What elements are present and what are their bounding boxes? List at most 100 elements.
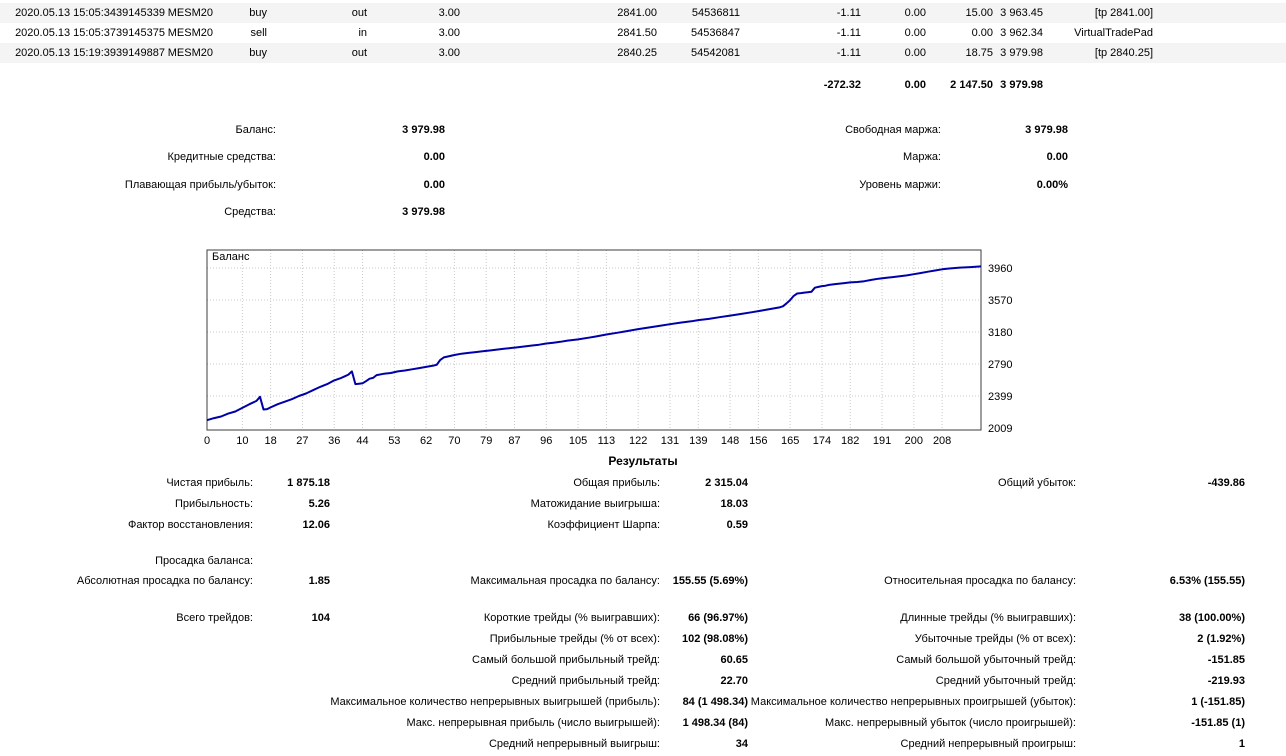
deal-price-cell: 2840.25 [617,47,657,59]
recovery-factor-value: 12.06 [302,519,330,531]
abs-drawdown-label: Абсолютная просадка по балансу: [76,575,253,587]
max-consec-losses-value: 1 (-151.85) [1191,696,1245,708]
largest-profit-label: Самый большой прибыльный трейд: [472,654,660,666]
results-title: Результаты [608,454,678,468]
balance-label: Баланс: [235,124,276,136]
deal-volume-cell: 3.00 [438,47,460,59]
deal-profit-cell: 15.00 [965,7,993,19]
total-trades-value: 104 [311,612,330,624]
y-axis-label: 3960 [988,263,1012,275]
deal-symbol-cell: MESM20 [167,27,213,39]
x-axis-label: 113 [598,435,616,447]
deal-volume-cell: 3.00 [438,27,460,39]
x-axis-label: 156 [749,435,767,447]
deal-comment-cell: [tp 2841.00] [1094,7,1153,19]
margin-level-label: Уровень маржи: [859,179,941,191]
total-commission: -272.32 [823,79,861,91]
x-axis-label: 0 [204,435,210,447]
largest-loss-label: Самый большой убыточный трейд: [896,654,1076,666]
margin-value: 0.00 [1046,151,1068,163]
chart-legend: Баланс [212,251,250,263]
avg-consec-losses-value: 1 [1238,738,1245,750]
deal-profit-cell: 0.00 [971,27,993,39]
profit-factor-label: Прибыльность: [174,498,253,510]
y-axis-label: 2009 [988,423,1012,435]
avg-loss-label: Средний убыточный трейд: [935,675,1076,687]
long-trades-label: Длинные трейды (% выигравших): [900,612,1076,624]
free-margin-value: 3 979.98 [1025,124,1068,136]
profit-factor-value: 5.26 [308,498,330,510]
gross-loss-label: Общий убыток: [998,477,1076,489]
deal-price-cell: 2841.50 [617,27,657,39]
total-profit: 2 147.50 [950,79,993,91]
sharpe-ratio-value: 0.59 [726,519,748,531]
y-axis-label: 3570 [988,295,1012,307]
deal-type-cell: buy [249,47,267,59]
rel-drawdown-label: Относительная просадка по балансу: [884,575,1076,587]
x-axis-label: 10 [236,435,248,447]
equity-value: 3 979.98 [402,206,445,218]
deal-swap-cell: 0.00 [904,47,926,59]
x-axis-label: 174 [813,435,831,447]
x-axis-label: 182 [841,435,859,447]
avg-profit-label: Средний прибыльный трейд: [511,675,660,687]
deals-totals-row: -272.32 0.00 2 147.50 3 979.98 [0,75,1286,95]
y-axis-label: 2790 [988,359,1012,371]
deal-row[interactable]: 2020.05.13 15:05:37 39145375 MESM20 sell… [0,23,1286,43]
long-trades-value: 38 (100.00%) [1178,612,1245,624]
deal-time-cell: 2020.05.13 15:19:39 [15,47,116,59]
deal-direction-cell: in [358,27,367,39]
deal-volume-cell: 3.00 [438,7,460,19]
floating-pl-label: Плавающая прибыль/убыток: [124,179,276,191]
avg-consec-wins-label: Средний непрерывный выигрыш: [488,738,660,750]
max-drawdown-value: 155.55 (5.69%) [672,575,748,587]
x-axis-label: 200 [905,435,923,447]
deal-balance-cell: 3 963.45 [1000,7,1043,19]
x-axis-label: 208 [933,435,951,447]
max-consec-wins-value: 84 (1 498.34) [682,696,748,708]
x-axis-label: 44 [356,435,368,447]
loss-trades-label: Убыточные трейды (% от всех): [914,633,1076,645]
total-trades-label: Всего трейдов: [176,612,253,624]
x-axis-label: 70 [448,435,460,447]
deal-direction-cell: out [351,7,367,19]
credit-value: 0.00 [423,151,445,163]
avg-loss-value: -219.93 [1207,675,1245,687]
gross-profit-label: Общая прибыль: [573,477,660,489]
rel-drawdown-value: 6.53% (155.55) [1169,575,1245,587]
deal-order-cell: 54536847 [691,27,740,39]
deal-order-cell: 54542081 [691,47,740,59]
x-axis-label: 122 [629,435,647,447]
avg-consec-losses-label: Средний непрерывный проигрыш: [900,738,1076,750]
deal-balance-cell: 3 979.98 [1000,47,1043,59]
largest-loss-value: -151.85 [1207,654,1245,666]
x-axis-label: 131 [661,435,679,447]
deal-comment-cell: [tp 2840.25] [1094,47,1153,59]
deal-row[interactable]: 2020.05.13 15:05:34 39145339 MESM20 buy … [0,3,1286,23]
sharpe-ratio-label: Коэффициент Шарпа: [547,519,660,531]
x-axis-label: 148 [721,435,739,447]
floating-pl-value: 0.00 [423,179,445,191]
x-axis-label: 87 [508,435,520,447]
balance-curve [206,265,982,422]
max-consec-wins-label: Максимальное количество непрерывных выиг… [330,696,660,708]
net-profit-label: Чистая прибыль: [166,477,253,489]
short-trades-label: Короткие трейды (% выигравших): [483,612,660,624]
plot-border [206,249,982,431]
max-consec-loss-label: Макс. непрерывный убыток (число проигрыш… [824,717,1076,729]
deal-commission-cell: -1.11 [836,27,861,39]
loss-trades-value: 2 (1.92%) [1197,633,1245,645]
expected-payoff-label: Матожидание выигрыша: [530,498,660,510]
short-trades-value: 66 (96.97%) [688,612,748,624]
avg-profit-value: 22.70 [720,675,748,687]
x-axis-label: 36 [328,435,340,447]
credit-label: Кредитные средства: [167,151,276,163]
deal-type-cell: sell [250,27,267,39]
deal-symbol-cell: MESM20 [167,7,213,19]
x-axis-label: 191 [873,435,891,447]
max-consec-profit-label: Макс. непрерывная прибыль (число выигрыш… [406,717,660,729]
deal-row[interactable]: 2020.05.13 15:19:39 39149887 MESM20 buy … [0,43,1286,63]
deal-profit-cell: 18.75 [965,47,993,59]
balance-chart: Баланс 3960 3570 3180 2790 2399 2009 0 10 18 27 36… [0,245,1286,450]
y-axis-label: 2399 [988,391,1012,403]
